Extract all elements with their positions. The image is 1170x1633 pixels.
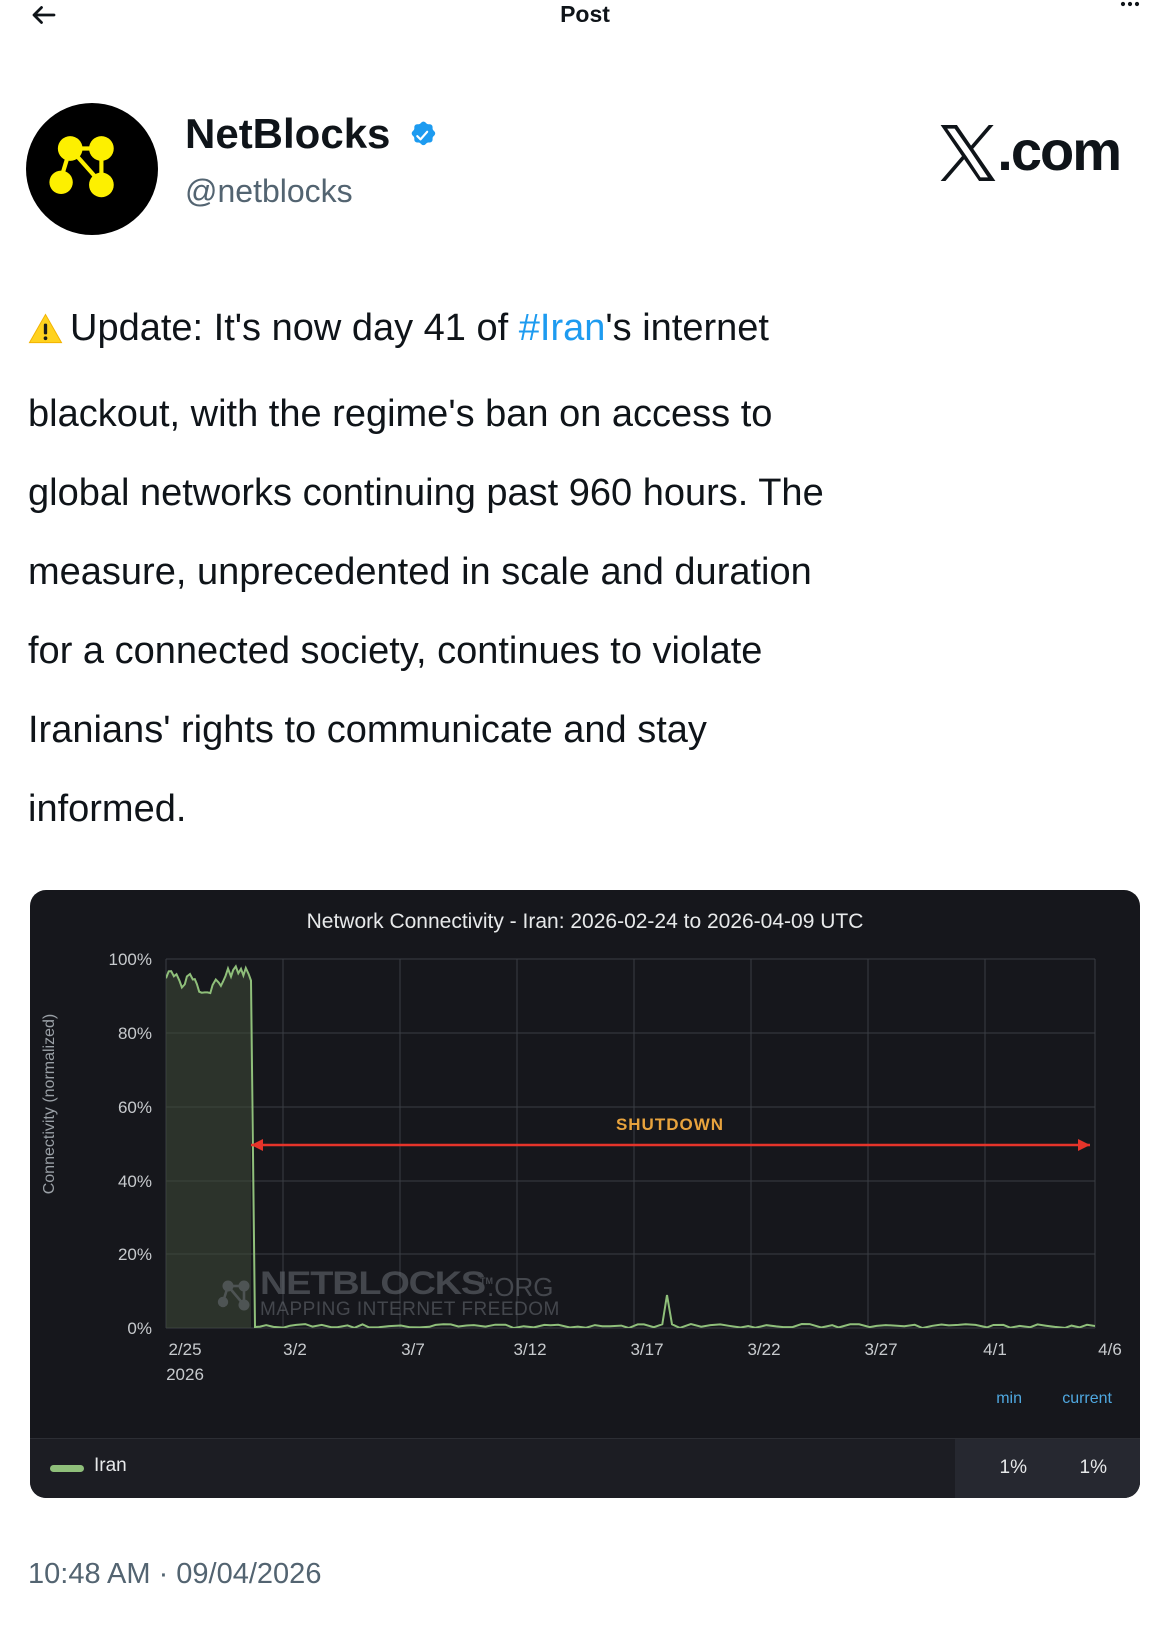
svg-text:40%: 40% bbox=[118, 1172, 152, 1191]
svg-text:60%: 60% bbox=[118, 1098, 152, 1117]
svg-text:0%: 0% bbox=[127, 1319, 152, 1338]
svg-text:2026: 2026 bbox=[166, 1365, 204, 1384]
svg-text:20%: 20% bbox=[118, 1245, 152, 1264]
svg-text:3/12: 3/12 bbox=[513, 1340, 546, 1359]
svg-text:3/2: 3/2 bbox=[283, 1340, 307, 1359]
svg-text:3/22: 3/22 bbox=[747, 1340, 780, 1359]
svg-text:4/6: 4/6 bbox=[1098, 1340, 1122, 1359]
svg-text:4/1: 4/1 bbox=[983, 1340, 1007, 1359]
svg-text:3/27: 3/27 bbox=[864, 1340, 897, 1359]
svg-text:80%: 80% bbox=[118, 1024, 152, 1043]
svg-text:3/7: 3/7 bbox=[401, 1340, 425, 1359]
svg-text:3/17: 3/17 bbox=[630, 1340, 663, 1359]
svg-text:2/25: 2/25 bbox=[168, 1340, 201, 1359]
svg-text:100%: 100% bbox=[109, 950, 152, 969]
svg-text:.ORG: .ORG bbox=[487, 1272, 553, 1302]
svg-text:MAPPING INTERNET FREEDOM: MAPPING INTERNET FREEDOM bbox=[260, 1299, 560, 1320]
svg-text:NETBLOCKS: NETBLOCKS bbox=[260, 1265, 486, 1301]
svg-text:SHUTDOWN: SHUTDOWN bbox=[616, 1115, 724, 1134]
